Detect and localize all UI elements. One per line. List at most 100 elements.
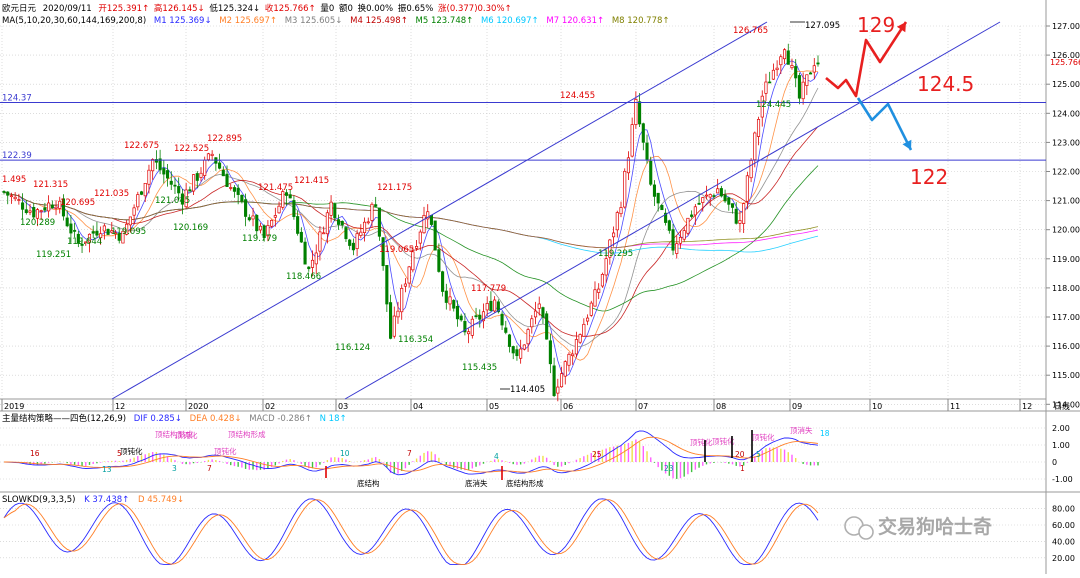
watermark-text: 交易狗哈士奇	[878, 515, 992, 538]
candle-body	[91, 231, 95, 234]
candle-body	[496, 301, 500, 313]
candle-body	[366, 221, 370, 224]
close-value: 收125.766↑	[265, 3, 316, 14]
candle-body	[600, 274, 604, 287]
candle-body	[782, 49, 787, 60]
candle-body	[169, 180, 173, 185]
time-tick-label: 2019	[4, 402, 24, 411]
trend-channel	[111, 21, 1001, 400]
macd-structure-label: 底结构形成	[506, 478, 544, 488]
forecast-up-arrow	[825, 21, 908, 98]
kd-d: D 45.749↓	[138, 495, 184, 505]
candle-body	[719, 188, 723, 197]
candle-body	[660, 205, 664, 211]
candle-body	[136, 194, 140, 208]
time-tick-label: 09	[792, 402, 802, 411]
candle-body	[623, 170, 627, 208]
price-tick-label: 117.000	[1052, 313, 1080, 322]
candle-body	[381, 237, 385, 267]
forecast-label-122: 122	[910, 165, 948, 189]
candle-body	[411, 251, 415, 271]
candle-body	[236, 187, 240, 195]
candle-body	[266, 225, 270, 237]
candle-body	[355, 233, 359, 249]
candle-body	[318, 231, 322, 252]
time-tick-label: 02	[265, 402, 275, 411]
candle-body	[649, 160, 653, 185]
candle-body	[403, 283, 407, 287]
candle-body	[61, 198, 66, 217]
candle-body	[333, 203, 337, 219]
candle-body	[779, 56, 783, 66]
ma-m8: M8 120.778↑	[612, 16, 670, 26]
candle-body	[638, 101, 642, 125]
candle-body	[626, 157, 630, 174]
ma-line	[3, 87, 819, 348]
candle-body	[35, 209, 40, 219]
macd-counter-label: 7	[407, 449, 412, 458]
candle-body	[805, 74, 809, 86]
candle-body	[507, 334, 512, 347]
macd-structure-label: 顶钝化	[752, 432, 775, 442]
amount-value: 额0	[339, 3, 353, 14]
ma-m2: M2 125.697↑	[219, 16, 277, 26]
volume-value: 量0	[320, 4, 334, 14]
channel-upper-line	[111, 21, 768, 400]
candle-body	[749, 160, 753, 179]
candle-body	[389, 302, 393, 339]
ma-m5: M5 123.748↑	[416, 16, 474, 26]
price-tick-label: 118.000	[1052, 284, 1080, 293]
price-annotation-label: 119.065	[379, 245, 414, 255]
channel-lower-line	[344, 21, 1001, 400]
price-annotation-label: 122.675	[124, 141, 159, 151]
candle-body	[786, 50, 790, 65]
candle-body	[574, 339, 578, 355]
candle-body	[218, 162, 222, 169]
price-annotation-label: 122.525	[174, 144, 209, 154]
level-label: 124.37	[2, 94, 32, 104]
symbol-name: 欧元日元	[2, 3, 37, 14]
candle-body	[519, 348, 523, 359]
candle-body	[634, 99, 638, 125]
candle-body	[288, 194, 292, 199]
candle-body	[113, 232, 118, 235]
candle-body	[303, 241, 307, 265]
macd-counter-label: 5	[756, 450, 761, 459]
candle-body	[441, 271, 445, 292]
candle-body	[444, 290, 448, 303]
candle-body	[396, 310, 400, 318]
candle-body	[593, 289, 597, 307]
price-annotation-label: 120.169	[173, 223, 208, 233]
moving-averages	[3, 60, 819, 377]
candle-body	[716, 188, 720, 194]
candle-body	[708, 194, 712, 198]
macd-title: 主量结构策略——四色(12,26,9)	[2, 413, 126, 424]
candle-body	[121, 230, 125, 244]
candle-body	[21, 202, 25, 210]
candle-body	[370, 203, 374, 221]
candle-body	[667, 220, 671, 231]
price-tick-label: 122.000	[1052, 168, 1080, 177]
ma-m7: M7 120.631↑	[546, 16, 604, 26]
candle-body	[764, 81, 768, 94]
candle-body	[433, 220, 437, 251]
high-value: 高126.145↓	[154, 3, 205, 14]
candle-body	[727, 197, 731, 205]
candle-body	[229, 187, 233, 189]
macd-counter-label: 4	[494, 452, 499, 461]
price-tick-label: 125.000	[1052, 80, 1080, 89]
kd-k: K 37.438↑	[84, 495, 129, 505]
candle-body	[165, 170, 170, 179]
price-tick-label: 116.000	[1052, 342, 1080, 351]
candle-body	[563, 361, 567, 377]
candle-body	[210, 153, 214, 156]
candle-body	[225, 173, 229, 187]
candle-body	[292, 200, 296, 218]
forecast-down-arrow	[856, 97, 913, 151]
candle-body	[608, 239, 612, 258]
price-annotation-label: 121.315	[33, 180, 68, 190]
price-annotation-label: 121.175	[377, 183, 412, 193]
price-annotation-label: 124.445	[756, 100, 791, 110]
macd-legend: 主量结构策略——四色(12,26,9) DIF 0.285↓ DEA 0.428…	[2, 413, 347, 424]
